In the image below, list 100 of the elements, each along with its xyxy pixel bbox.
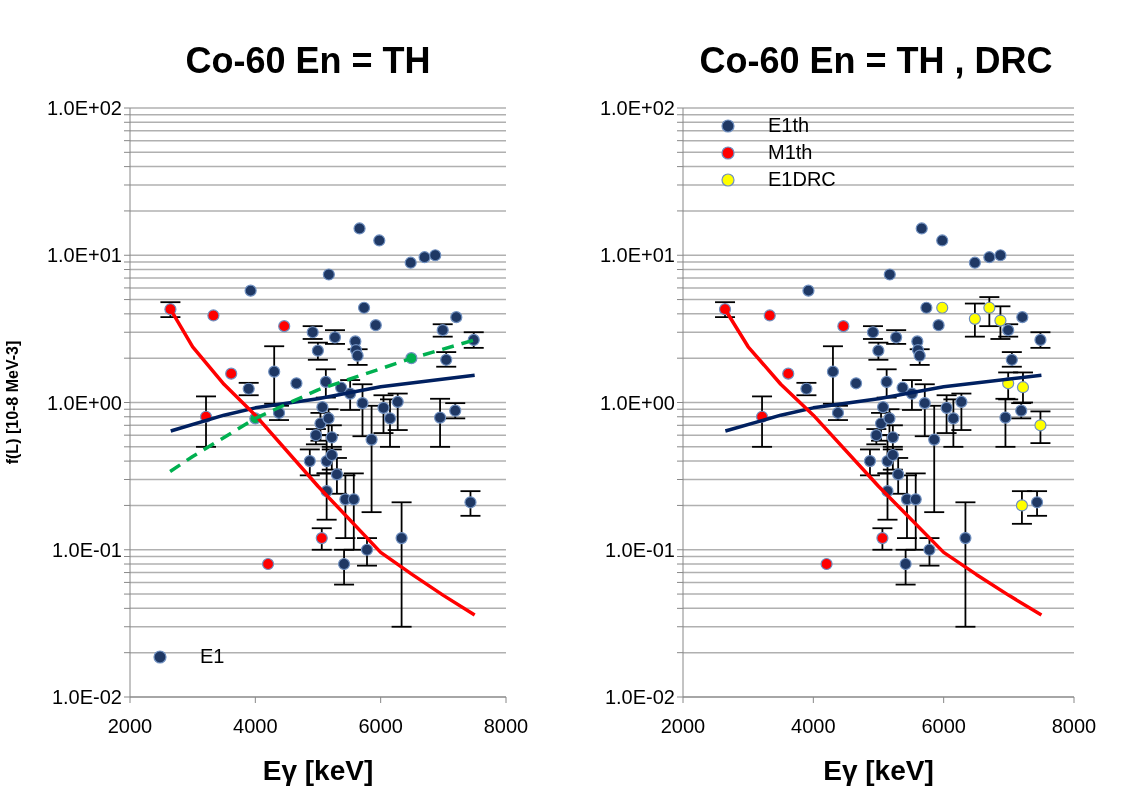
point bbox=[936, 234, 949, 247]
point bbox=[353, 222, 366, 235]
line-series bbox=[168, 373, 477, 433]
point bbox=[261, 557, 275, 571]
point bbox=[955, 395, 968, 408]
x-tick-label: 2000 bbox=[107, 715, 153, 738]
x-tick-label: 6000 bbox=[358, 715, 403, 738]
point bbox=[915, 222, 928, 235]
x-tick-label: 6000 bbox=[921, 715, 966, 738]
point bbox=[826, 365, 840, 378]
y-tick-label: 1.0E+01 bbox=[599, 244, 675, 267]
x-tick-label: 4000 bbox=[791, 715, 836, 738]
point bbox=[290, 377, 303, 390]
x-tick-label: 2000 bbox=[660, 715, 706, 738]
point bbox=[311, 344, 324, 357]
y-tick-label: 1.0E-02 bbox=[604, 686, 675, 709]
point bbox=[892, 468, 905, 481]
chart-title: Co-60 En = TH bbox=[184, 40, 432, 82]
point bbox=[802, 284, 815, 297]
point bbox=[1016, 381, 1030, 394]
y-tick-label: 1.0E+01 bbox=[46, 244, 122, 267]
point bbox=[242, 382, 255, 395]
legend-label: E1th bbox=[768, 114, 810, 137]
point bbox=[1015, 499, 1029, 512]
x-axis-title: Eγ [keV] bbox=[262, 755, 374, 786]
point bbox=[928, 433, 941, 446]
point bbox=[886, 448, 899, 462]
point bbox=[365, 433, 378, 446]
point bbox=[404, 256, 417, 269]
point bbox=[782, 367, 795, 380]
point bbox=[899, 557, 912, 571]
point bbox=[831, 406, 845, 419]
point bbox=[322, 268, 335, 281]
point bbox=[319, 375, 332, 388]
point bbox=[436, 324, 449, 337]
y-axis-title: f(L) [10-8 MeV-3] bbox=[3, 340, 21, 465]
point bbox=[225, 367, 238, 380]
point bbox=[870, 429, 883, 442]
point bbox=[890, 331, 903, 344]
point bbox=[429, 249, 442, 262]
point bbox=[968, 312, 981, 325]
legend-label: E1 bbox=[200, 645, 225, 668]
point bbox=[983, 251, 996, 264]
x-tick-label: 8000 bbox=[1051, 715, 1097, 738]
point bbox=[373, 234, 386, 247]
line-series bbox=[723, 373, 1044, 433]
point bbox=[820, 557, 833, 571]
point bbox=[983, 301, 996, 314]
point bbox=[909, 493, 922, 506]
point bbox=[328, 331, 342, 344]
point bbox=[244, 284, 257, 297]
point bbox=[347, 493, 360, 506]
point bbox=[357, 301, 371, 314]
point bbox=[876, 531, 889, 545]
point bbox=[763, 309, 776, 322]
point bbox=[330, 468, 344, 481]
point bbox=[450, 311, 463, 324]
x-axis-title: Eγ [keV] bbox=[823, 755, 934, 786]
point bbox=[800, 382, 813, 395]
point bbox=[316, 401, 329, 414]
point bbox=[1034, 419, 1047, 432]
y-tick-label: 1.0E-01 bbox=[604, 538, 675, 561]
point bbox=[383, 412, 397, 425]
point bbox=[918, 397, 931, 410]
point bbox=[322, 412, 335, 425]
point bbox=[1034, 333, 1047, 347]
chart-title: Co-60 En = TH , DRC bbox=[698, 40, 1054, 82]
point bbox=[356, 397, 369, 410]
point bbox=[325, 431, 338, 444]
point bbox=[994, 249, 1007, 262]
point bbox=[932, 319, 945, 332]
x-tick-label: 4000 bbox=[233, 715, 278, 738]
point bbox=[278, 320, 291, 333]
point bbox=[464, 496, 477, 509]
y-tick-label: 1.0E-02 bbox=[51, 686, 122, 709]
legend-label: E1DRC bbox=[768, 168, 836, 191]
point bbox=[968, 256, 981, 269]
point bbox=[896, 381, 909, 394]
point bbox=[418, 251, 431, 264]
point bbox=[351, 349, 364, 362]
point bbox=[309, 429, 323, 442]
y-tick-label: 1.0E+00 bbox=[599, 391, 675, 414]
point bbox=[876, 401, 890, 414]
point bbox=[395, 531, 408, 545]
point bbox=[1030, 496, 1044, 509]
point bbox=[880, 375, 893, 388]
point bbox=[315, 531, 328, 545]
y-tick-label: 1.0E+00 bbox=[46, 391, 122, 414]
point bbox=[268, 365, 281, 378]
point bbox=[360, 543, 374, 556]
point bbox=[923, 543, 936, 556]
x-tick-label: 8000 bbox=[483, 715, 529, 738]
point bbox=[207, 309, 220, 322]
point bbox=[999, 411, 1012, 424]
point bbox=[959, 531, 972, 545]
y-tick-label: 1.0E-01 bbox=[51, 538, 122, 561]
point bbox=[849, 377, 863, 390]
point bbox=[440, 353, 453, 366]
point bbox=[936, 301, 949, 314]
point bbox=[449, 404, 462, 417]
